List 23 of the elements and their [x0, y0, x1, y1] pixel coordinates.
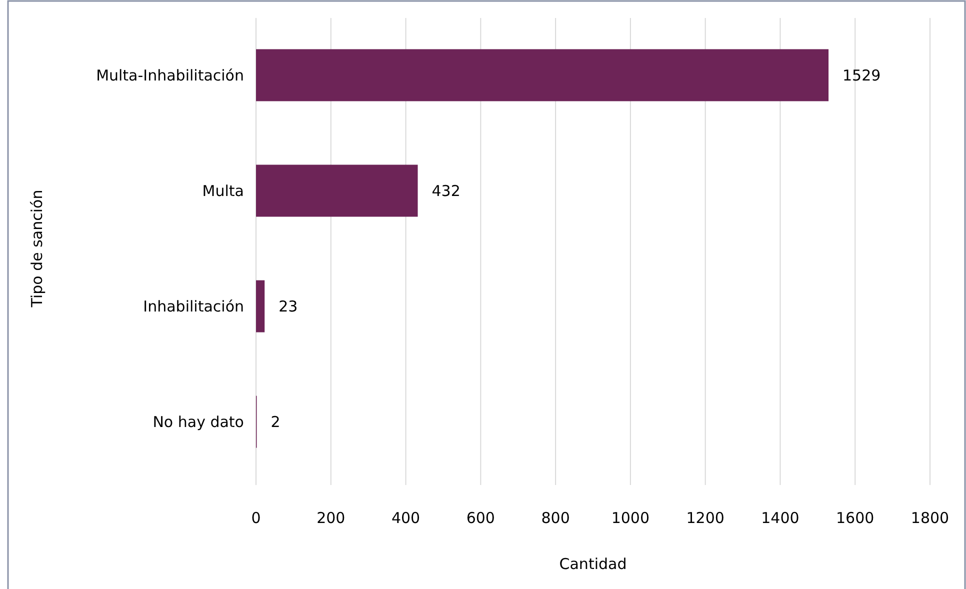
x-tick-label: 800: [541, 509, 570, 527]
bar: [256, 280, 265, 332]
x-tick-label: 0: [251, 509, 261, 527]
y-tick-label: Multa: [202, 182, 244, 200]
x-tick-label: 1800: [910, 509, 950, 527]
data-label: 1529: [842, 66, 881, 84]
x-tick-label: 1200: [686, 509, 724, 527]
x-tick-label: 1000: [611, 509, 650, 527]
y-tick-label: No hay dato: [152, 413, 244, 432]
y-axis-title: Tipo de sanción: [28, 190, 46, 308]
data-label: 432: [432, 182, 460, 200]
data-label: 2: [270, 413, 280, 432]
x-tick-label: 600: [466, 509, 495, 527]
x-tick-label: 1600: [836, 509, 874, 527]
x-tick-label: 400: [391, 509, 420, 527]
bar: [256, 49, 829, 102]
y-tick-label: Multa-Inhabilitación: [96, 66, 244, 84]
x-tick-label: 1400: [761, 509, 800, 527]
y-tick-label: Inhabilitación: [143, 298, 244, 316]
x-axis-title: Cantidad: [559, 555, 627, 573]
x-tick-label: 200: [316, 509, 346, 527]
data-label: 23: [278, 298, 298, 316]
bar: [256, 164, 418, 217]
